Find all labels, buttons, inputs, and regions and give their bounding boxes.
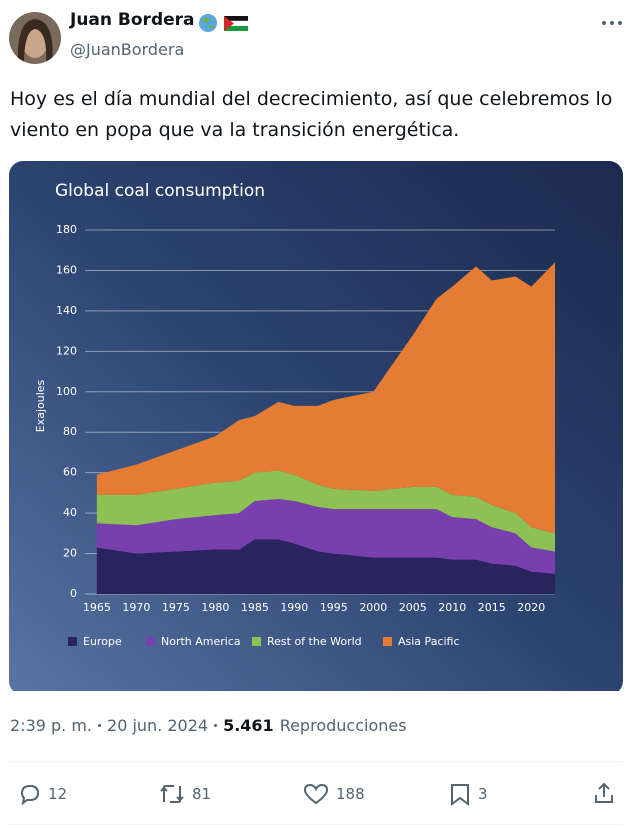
legend-swatch: [146, 637, 155, 646]
tweet-text: Hoy es el día mundial del decrecimiento,…: [10, 88, 613, 141]
media-card[interactable]: Global coal consumption Exajoules 0 20 40 6…: [9, 161, 623, 695]
divider: [8, 761, 622, 762]
legend-label: Europe: [83, 635, 122, 648]
legend-label: North America: [161, 635, 241, 648]
separator: [98, 724, 102, 727]
x-tick-label: 1995: [320, 601, 348, 614]
y-tick-label: 20: [63, 547, 77, 560]
area: [96, 262, 555, 534]
repost-button[interactable]: 81: [158, 782, 211, 806]
x-tick-label: 1975: [162, 601, 190, 614]
tweet-date[interactable]: 20 jun. 2024: [107, 716, 209, 735]
x-tick-label: 2005: [399, 601, 427, 614]
y-tick-label: 40: [63, 506, 77, 519]
like-icon: [303, 783, 329, 805]
x-tick-label: 1965: [83, 601, 111, 614]
reply-count: 12: [48, 785, 68, 803]
tweet-time[interactable]: 2:39 p. m.: [10, 716, 93, 735]
x-tick-label: 1990: [280, 601, 308, 614]
legend-label: Asia Pacific: [398, 635, 460, 648]
area: [96, 498, 555, 574]
x-tick-label: 1980: [201, 601, 229, 614]
legend-label: Rest of the World: [267, 635, 362, 648]
y-tick-label: 0: [70, 587, 77, 600]
separator: [214, 724, 218, 727]
bookmark-count: 3: [478, 785, 488, 803]
x-tick-label: 1985: [241, 601, 269, 614]
bookmark-icon: [451, 784, 469, 806]
x-tick-label: 2020: [517, 601, 545, 614]
legend-swatch: [68, 637, 77, 646]
like-button[interactable]: 188: [302, 782, 365, 806]
y-tick-label: 80: [63, 425, 77, 438]
area: [96, 539, 555, 594]
chart-title: Global coal consumption: [55, 181, 265, 201]
avatar[interactable]: [8, 11, 62, 65]
y-tick-label: 140: [56, 304, 77, 317]
legend-swatch: [383, 637, 392, 646]
x-tick-label: 2000: [359, 601, 387, 614]
y-tick-label: 120: [56, 344, 77, 357]
y-tick-label: 180: [56, 223, 77, 236]
y-tick-label: 60: [63, 466, 77, 479]
user-name[interactable]: Juan Bordera: [70, 10, 195, 30]
share-button[interactable]: [592, 781, 616, 805]
repost-count: 81: [192, 785, 212, 803]
x-tick-label: 2015: [478, 601, 506, 614]
more-button[interactable]: [600, 16, 624, 30]
x-tick-label: 2010: [438, 601, 466, 614]
bookmark-button[interactable]: 3: [448, 782, 488, 806]
y-tick-label: 160: [56, 263, 77, 276]
area: [96, 470, 555, 552]
repost-icon: [160, 785, 184, 803]
chart: Global coal consumption Exajoules 0 20 40 6…: [9, 161, 623, 691]
avatar-image: [9, 12, 61, 64]
name-emoji: [199, 14, 249, 32]
legend-swatch: [252, 637, 261, 646]
views-label: Reproducciones: [279, 716, 407, 735]
divider: [8, 824, 622, 825]
y-tick-label: 100: [56, 385, 77, 398]
reply-button[interactable]: 12: [18, 782, 67, 806]
view-count: 5.461: [223, 716, 274, 735]
user-handle[interactable]: @JuanBordera: [70, 40, 185, 59]
x-tick-label: 1970: [122, 601, 150, 614]
like-count: 188: [336, 785, 365, 803]
y-axis-label: Exajoules: [34, 379, 47, 432]
reply-icon: [20, 784, 40, 806]
meta-line: 2:39 p. m. 20 jun. 2024 5.461 Reproduccio…: [10, 716, 407, 735]
